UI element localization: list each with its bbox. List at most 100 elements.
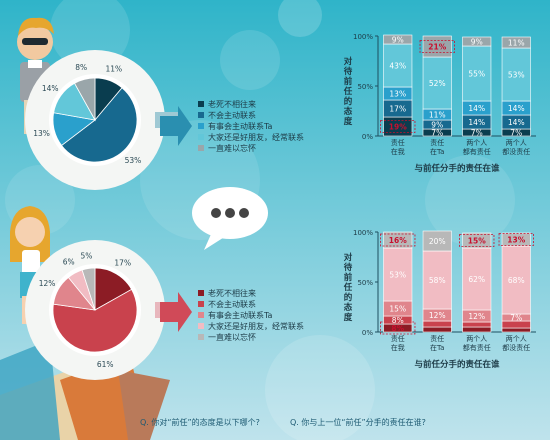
legend-entry: 有事会主动联系Ta: [208, 310, 273, 320]
male-arrow-icon: [160, 106, 192, 146]
y-tick-label: 0%: [362, 329, 373, 337]
pie-slice-label: 5%: [81, 252, 93, 261]
bar-segment-label: 8%: [392, 316, 404, 325]
x-tick-label: 两个人: [466, 335, 487, 343]
y-tick-label: 50%: [357, 83, 373, 91]
bar-segment-label: 58%: [429, 276, 446, 285]
highlight-box: [498, 233, 534, 246]
legend-entry: 有事会主动联系Ta: [208, 121, 273, 131]
x-tick-label: 责任: [391, 334, 405, 343]
bar-segment-label: 53%: [508, 71, 525, 80]
pie-slice-label: 14%: [42, 84, 59, 93]
bar-segment-label: 16%: [389, 236, 407, 245]
bar-segment-label: 55%: [468, 70, 485, 79]
bar-segment-label: 12%: [429, 311, 446, 320]
pie-slice: [74, 77, 96, 122]
pie-slice: [61, 87, 138, 163]
pie-slice-label: 53%: [125, 156, 142, 165]
bar-segment: [422, 56, 452, 110]
highlight-box: [459, 234, 495, 247]
legend-swatch: [198, 290, 204, 296]
bar-segment-label: 15%: [468, 237, 486, 246]
bar-segment-label: 17%: [389, 105, 406, 114]
pie-slice-label: 13%: [33, 129, 50, 138]
x-tick-label: 两个人: [506, 139, 527, 147]
x-tick-label: 在我: [391, 147, 405, 156]
legend-swatch: [198, 323, 204, 329]
x-tick-label: 责任: [430, 138, 444, 147]
bar-segment-label: 7%: [431, 129, 443, 138]
legend-swatch: [198, 123, 204, 129]
y-axis-label-char: 对: [344, 56, 353, 67]
bar-segment-label: 11%: [429, 111, 446, 120]
bar-segment-label: 12%: [468, 312, 485, 321]
bar-segment-label: 53%: [389, 271, 406, 280]
y-tick-label: 100%: [353, 33, 373, 41]
pie-slice: [52, 288, 138, 353]
bar-segment: [383, 247, 413, 302]
bar-segment-label: 43%: [389, 62, 406, 71]
pie-slice-label: 61%: [97, 360, 114, 369]
y-axis-label-char: 任: [343, 86, 353, 97]
y-axis-label-char: 度: [344, 116, 353, 127]
pie-slice-label: 8%: [75, 63, 87, 72]
x-axis-label: 与前任分手的责任在谁: [414, 359, 500, 370]
bar-segment-label: 9%: [431, 121, 443, 130]
y-axis-label-char: 任: [343, 282, 353, 293]
bar-segment-label: 13%: [507, 236, 525, 245]
x-tick-label: 在Ta: [430, 147, 444, 156]
legend-swatch: [198, 145, 204, 151]
bar-segment-label: 68%: [508, 276, 525, 285]
bar-segment: [383, 231, 413, 249]
bar-segment: [501, 36, 531, 49]
bar-segment-label: 62%: [468, 275, 485, 284]
x-tick-label: 都有责任: [463, 147, 491, 156]
y-tick-label: 0%: [362, 133, 373, 141]
bar-segment-label: 13%: [389, 90, 406, 99]
bar-segment: [462, 232, 492, 249]
pie-slice-label: 12%: [39, 279, 56, 288]
legend-entry: 老死不相往来: [208, 288, 256, 298]
x-tick-label: 两个人: [466, 139, 487, 147]
legend-entry: 大家还是好朋友，经常联系: [208, 132, 304, 142]
highlight-box: [419, 40, 455, 53]
y-tick-label: 100%: [353, 229, 373, 237]
male-attitude-pie-chart: 11% 53% 13% 14% 8%: [25, 50, 181, 190]
speech-bubble-icon: [192, 187, 268, 250]
bar-segment-label: 21%: [428, 43, 446, 52]
pie-slice-label: 6%: [63, 258, 75, 267]
legend-entry: 不会主动联系: [208, 110, 256, 120]
bar-segment: [422, 326, 452, 333]
legend-swatch: [198, 112, 204, 118]
bar-segment-label: 7%: [510, 314, 522, 323]
bar-segment-label: 7%: [471, 129, 483, 138]
bar-segment-label: 11%: [508, 39, 525, 48]
x-tick-label: 责任: [430, 334, 444, 343]
y-axis-label-char: 的: [344, 96, 353, 107]
x-tick-label: 都没责任: [502, 343, 530, 352]
y-axis-label-char: 前: [344, 76, 353, 87]
x-tick-label: 在Ta: [430, 343, 444, 352]
bar-segment-label: 14%: [468, 104, 485, 113]
legend-entry: 一直难以忘怀: [208, 143, 256, 153]
bar-segment: [422, 320, 452, 328]
legend-entry: 一直难以忘怀: [208, 332, 256, 342]
highlight-box: [380, 233, 416, 247]
y-axis-label-char: 前: [344, 272, 353, 283]
legend-swatch: [198, 301, 204, 307]
bar-segment: [462, 326, 492, 333]
y-axis-label-char: 待: [343, 262, 353, 273]
bar-segment-label: 8%: [391, 324, 404, 333]
legend-swatch: [198, 312, 204, 318]
question-responsibility: Q. 你与上一位“前任”分手的责任在谁?: [290, 417, 426, 427]
x-axis-label: 与前任分手的责任在谁: [414, 163, 500, 174]
bar-segment-label: 14%: [468, 118, 485, 127]
legend-entry: 老死不相往来: [208, 99, 256, 109]
bar-segment: [501, 232, 531, 247]
female-arrow-icon: [160, 292, 192, 332]
